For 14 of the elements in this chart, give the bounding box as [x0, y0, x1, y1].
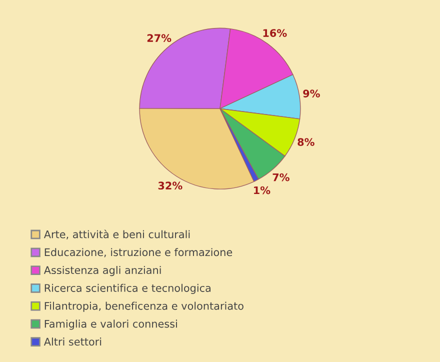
legend-label: Filantropia, beneficenza e volontariato: [44, 302, 244, 312]
legend-label: Assistenza agli anziani: [44, 266, 161, 276]
legend-label: Arte, attività e beni culturali: [44, 230, 190, 240]
legend-label: Altri settori: [44, 338, 102, 346]
data-label: 7%: [272, 173, 290, 182]
data-label: 9%: [303, 90, 320, 98]
data-label: 27%: [147, 34, 172, 42]
data-label: 16%: [263, 29, 287, 37]
legend-label: Ricerca scientifica e tecnologica: [44, 284, 210, 294]
data-label: 8%: [298, 138, 314, 146]
legend-label: Famiglia e valori connessi: [44, 320, 177, 330]
legend-label: Educazione, istruzione e formazione: [44, 248, 232, 258]
data-label: 1%: [254, 186, 270, 194]
data-label: 32%: [158, 182, 182, 190]
